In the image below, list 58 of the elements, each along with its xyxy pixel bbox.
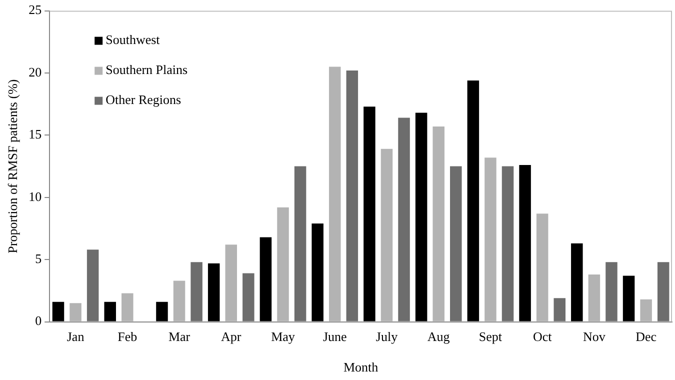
bar: [225, 244, 238, 322]
bar: [432, 126, 444, 322]
x-tick-label: May: [271, 329, 296, 344]
legend-label: Other Regions: [106, 92, 182, 108]
x-tick-label: June: [322, 329, 348, 344]
bar: [380, 148, 393, 322]
y-tick-label: 5: [35, 251, 42, 266]
bar: [52, 302, 64, 322]
bar: [640, 299, 652, 322]
bar: [156, 302, 168, 322]
legend-label: Southern Plains: [106, 62, 188, 78]
bar: [450, 166, 462, 322]
y-tick-label: 20: [28, 64, 42, 80]
x-axis-title: Month: [343, 360, 379, 375]
x-tick-label: Apr: [221, 329, 242, 344]
y-tick-label: 15: [28, 126, 42, 142]
bar: [588, 274, 600, 322]
bar: [260, 237, 272, 322]
bar: [415, 112, 428, 322]
y-tick-label: 10: [28, 188, 42, 204]
bar: [467, 80, 480, 322]
x-tick-label: Sept: [478, 329, 502, 344]
bar: [104, 302, 116, 322]
bar: [277, 207, 289, 322]
y-tick-label: 0: [35, 313, 42, 328]
bar: [606, 262, 618, 322]
x-tick-label: Dec: [636, 329, 657, 344]
x-tick-label: July: [376, 329, 398, 344]
bar: [242, 273, 254, 322]
bar: [398, 118, 410, 322]
bar: [554, 298, 566, 322]
bar: [208, 263, 220, 322]
bar: [312, 224, 324, 322]
bar: [657, 262, 670, 322]
bar: [536, 214, 548, 322]
x-tick-label: Jan: [66, 329, 85, 344]
bar: [346, 70, 358, 322]
x-tick-label: Aug: [427, 329, 450, 344]
bar: [70, 303, 82, 322]
y-axis-title: Proportion of RMSF patients (%): [5, 79, 20, 254]
bar: [122, 293, 134, 322]
y-tick-label: 25: [28, 2, 42, 18]
x-tick-label: Nov: [583, 329, 606, 344]
bar: [190, 262, 202, 322]
bar: [484, 158, 496, 322]
bar: [519, 165, 531, 322]
x-tick-label: Oct: [532, 329, 552, 344]
bar: [294, 166, 306, 322]
bar: [622, 276, 635, 322]
bar: [502, 166, 514, 322]
bar: [364, 106, 376, 322]
bar: [328, 66, 341, 322]
bar: [173, 280, 186, 322]
legend-label: Southwest: [106, 32, 160, 48]
x-tick-label: Feb: [118, 329, 138, 344]
bar: [86, 250, 99, 322]
x-tick-label: Mar: [168, 329, 191, 344]
bar: [571, 243, 583, 322]
